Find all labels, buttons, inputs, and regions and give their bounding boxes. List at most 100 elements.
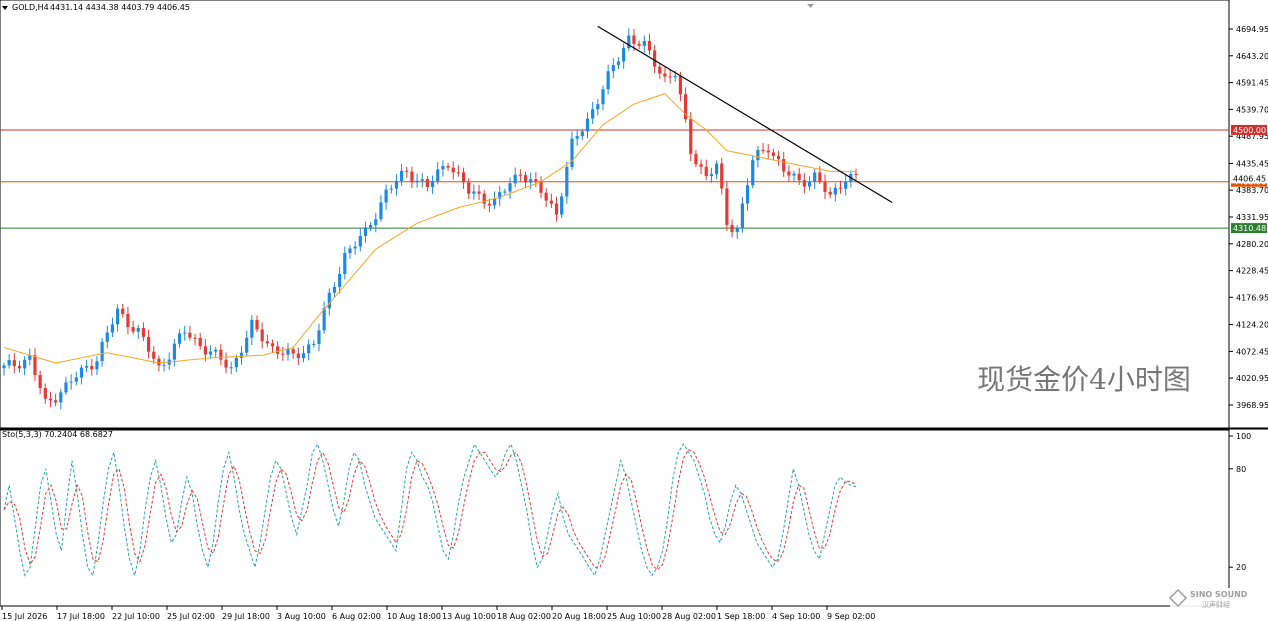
candle-body: [632, 35, 636, 44]
time-tick-label: 20 Aug 18:00: [552, 612, 606, 621]
candle-body: [844, 181, 848, 189]
dropdown-triangle-icon[interactable]: [2, 6, 8, 10]
price-tick-label: 4176.95: [1236, 293, 1268, 302]
candle-body: [689, 119, 693, 154]
candle-body: [157, 358, 161, 366]
candle-body: [74, 377, 78, 382]
candle-body: [725, 188, 729, 225]
price-tick-label: 4072.45: [1236, 347, 1268, 356]
candle-body: [823, 181, 827, 192]
price-tick-label: 3968.95: [1236, 401, 1268, 410]
candle-body: [126, 313, 130, 328]
candle-body: [782, 159, 786, 172]
candle-body: [425, 179, 430, 187]
candle-body: [451, 167, 455, 173]
level-label-box: [1231, 124, 1267, 135]
candle-body: [797, 173, 801, 181]
candle-body: [162, 364, 166, 366]
candle-body: [740, 203, 744, 229]
candle-body: [172, 343, 176, 360]
candle-body: [622, 48, 626, 62]
candle-body: [291, 349, 295, 354]
candle-body: [95, 361, 99, 370]
time-tick-label: 29 Jul 18:00: [222, 612, 270, 621]
candle-body: [23, 359, 27, 369]
candle-body: [410, 171, 414, 183]
candle-body: [658, 66, 662, 74]
candle-body: [761, 150, 765, 152]
candle-body: [529, 179, 533, 183]
price-tick-label: 4643.20: [1236, 52, 1268, 61]
chart-scroll-marker-icon[interactable]: [807, 4, 814, 8]
candle-body: [270, 343, 275, 347]
price-tick-label: 4539.70: [1236, 105, 1268, 114]
candle-body: [766, 150, 770, 153]
candle-body: [776, 155, 781, 160]
moving-average-line: [3, 93, 856, 364]
stochastic-k-line: [3, 443, 857, 578]
time-tick-label: 13 Aug 10:00: [442, 612, 496, 621]
candle-body: [369, 225, 373, 228]
candle-body: [79, 367, 84, 378]
candle-body: [818, 172, 822, 182]
time-axis: 15 Jul 2026 17 Jul 18:00 22 Jul 10:00 25 Ju…: [1, 606, 875, 621]
candle-body: [363, 227, 368, 236]
candle-body: [735, 228, 739, 233]
candle-body: [565, 166, 569, 197]
candle-body: [549, 200, 553, 204]
candle-body: [208, 351, 213, 355]
candle-body: [580, 131, 584, 137]
candle-body: [12, 360, 16, 367]
candle-body: [353, 246, 357, 249]
time-tick-label: 22 Jul 10:00: [112, 612, 160, 621]
candle-body: [121, 308, 125, 314]
candle-body: [828, 191, 832, 195]
logo-diamond-icon: [1168, 588, 1188, 608]
candle-body: [518, 174, 522, 176]
candle-body: [534, 179, 538, 182]
candle-body: [307, 344, 311, 354]
price-tick-label: 4124.20: [1236, 321, 1268, 330]
candle-body: [224, 359, 228, 368]
sino-sound-logo: SINO SOUND 汉声财经: [1168, 588, 1262, 610]
price-tick-label: 4228.45: [1236, 267, 1268, 276]
price-axis: 4694.95 4643.20 4591.45 4539.70 4487.95 4435.…: [1229, 25, 1268, 410]
candle-body: [131, 327, 135, 332]
price-tick-label: 4280.20: [1236, 240, 1268, 249]
price-tick-label: 4435.45: [1236, 159, 1268, 168]
candle-body: [348, 248, 352, 254]
time-tick-label: 17 Jul 18:00: [57, 612, 105, 621]
candle-body: [802, 180, 806, 187]
price-pane: [0, 0, 1230, 429]
candle-body: [2, 365, 6, 369]
candle-body: [751, 160, 755, 186]
candle-body: [301, 353, 306, 359]
candle-body: [668, 76, 672, 78]
time-tick-label: 15 Jul 2026: [2, 612, 47, 621]
candle-body: [807, 181, 812, 187]
candle-body: [317, 330, 321, 344]
candle-body: [596, 104, 600, 110]
candle-body: [854, 173, 858, 175]
candle-body: [492, 198, 497, 206]
time-tick-label: 9 Sep 02:00: [827, 612, 875, 621]
candle-body: [234, 357, 238, 368]
trendline[interactable]: [597, 25, 893, 203]
candle-body: [260, 329, 264, 342]
time-tick-label: 6 Aug 02:00: [332, 612, 381, 621]
candle-body: [498, 192, 502, 199]
candle-body: [663, 73, 667, 77]
chart-header: GOLD,H4 4431.14 4434.38 4403.79 4406.45: [2, 3, 190, 12]
stochastic-pane: [0, 429, 1230, 607]
current-price-box: [1231, 173, 1267, 184]
candle-body: [384, 189, 388, 203]
candle-body: [616, 61, 621, 66]
candle-body: [100, 341, 104, 362]
candle-body: [415, 180, 419, 183]
candle-body: [647, 40, 652, 51]
candle-body: [85, 366, 89, 368]
candle-body: [611, 65, 615, 72]
candle-body: [105, 332, 109, 342]
candle-body: [714, 163, 719, 175]
candle-body: [637, 43, 641, 46]
